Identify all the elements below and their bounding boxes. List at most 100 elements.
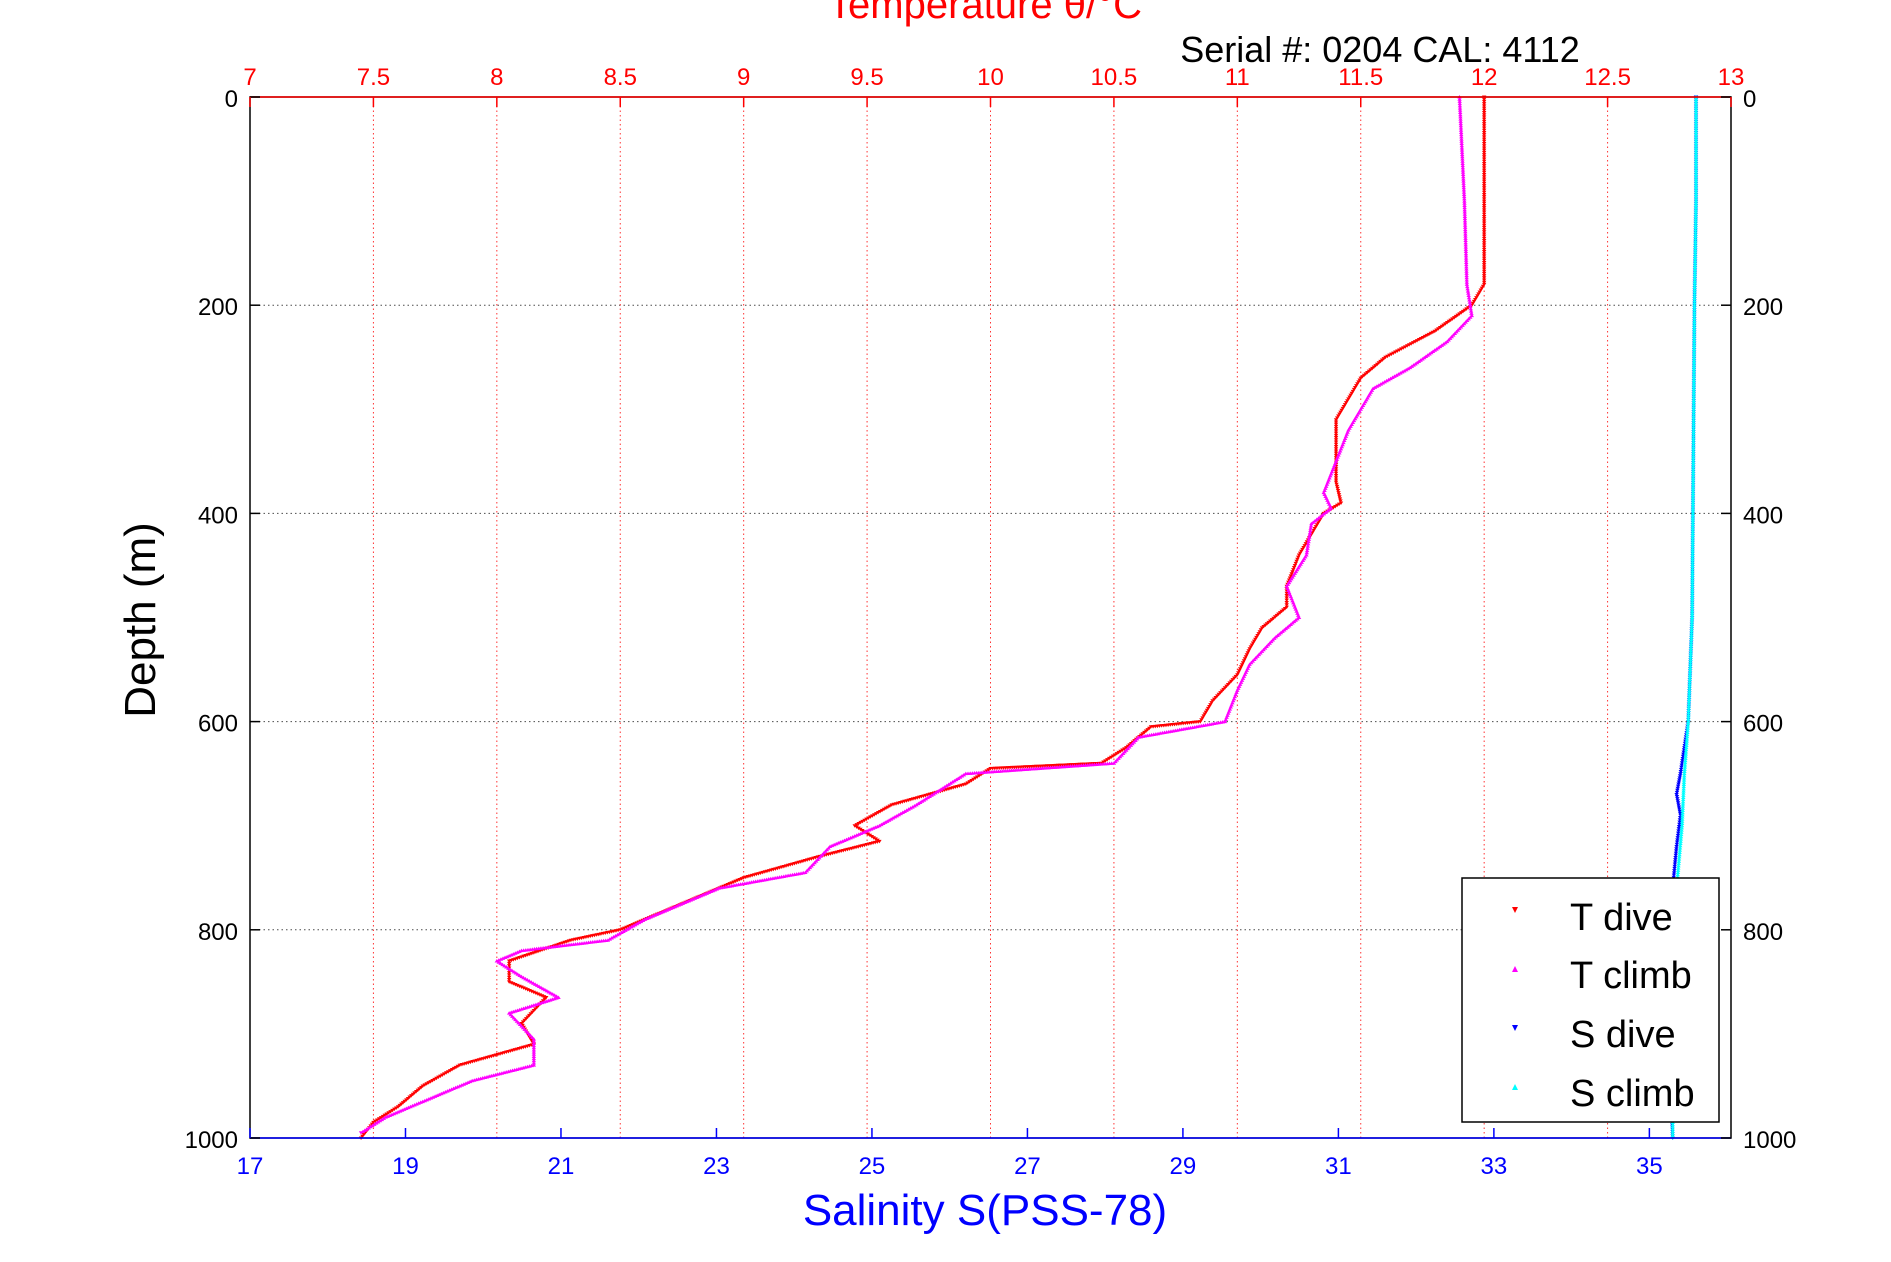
data-point <box>1208 703 1213 707</box>
data-point <box>1691 438 1696 442</box>
data-point <box>1693 150 1699 154</box>
data-point <box>1690 520 1696 524</box>
data-point <box>1690 599 1695 604</box>
data-point <box>1460 152 1465 157</box>
data-point <box>1680 799 1686 804</box>
data-point <box>1672 864 1677 869</box>
data-point <box>1676 863 1681 868</box>
data-point <box>1678 769 1683 774</box>
data-point <box>1690 500 1696 504</box>
data-point <box>1481 278 1487 282</box>
data-point <box>1306 539 1311 544</box>
salinity-tick-label: 23 <box>703 1153 730 1180</box>
data-point <box>1682 773 1687 778</box>
data-point <box>1693 145 1699 150</box>
data-point <box>1693 201 1699 205</box>
depth-tick-label-right: 800 <box>1743 919 1783 946</box>
data-point <box>1200 716 1205 720</box>
data-point <box>1690 480 1696 484</box>
data-point <box>1691 418 1696 422</box>
legend-label-s-climb: S climb <box>1570 1073 1695 1115</box>
data-point <box>1693 114 1699 119</box>
data-point <box>1688 648 1694 653</box>
data-series <box>358 95 1699 1140</box>
data-point <box>1690 495 1696 500</box>
data-point <box>971 777 976 782</box>
data-point <box>867 833 873 838</box>
data-point <box>1467 302 1473 306</box>
data-point <box>1693 227 1698 232</box>
data-point <box>1693 234 1698 239</box>
data-point <box>1673 849 1679 853</box>
data-point <box>1462 207 1467 212</box>
data-point <box>1692 325 1697 329</box>
data-point <box>1672 869 1677 873</box>
data-point <box>1341 404 1347 409</box>
data-point <box>1292 563 1298 568</box>
data-point <box>1463 249 1469 254</box>
data-point <box>1481 212 1487 217</box>
data-point <box>1458 121 1463 126</box>
data-point <box>1693 230 1698 234</box>
data-point <box>1690 529 1695 533</box>
data-point <box>1690 586 1695 591</box>
data-point <box>1481 217 1487 221</box>
data-point <box>870 814 875 818</box>
data-point <box>1677 818 1683 822</box>
data-point <box>434 1076 439 1081</box>
data-point <box>1693 110 1699 115</box>
data-point <box>1691 451 1696 456</box>
data-point <box>1481 239 1487 243</box>
data-point <box>1110 754 1116 759</box>
data-point <box>1693 194 1699 199</box>
data-point <box>1676 782 1681 787</box>
data-point <box>1675 836 1680 840</box>
data-point <box>449 1068 455 1072</box>
data-point <box>1693 106 1699 110</box>
data-point <box>1682 765 1688 769</box>
data-point <box>969 778 974 783</box>
data-point <box>1681 780 1687 784</box>
data-point <box>1691 400 1696 405</box>
data-point <box>1691 365 1697 369</box>
data-point <box>1692 287 1697 292</box>
data-point <box>1458 117 1463 121</box>
data-point <box>856 826 861 831</box>
data-point <box>1690 549 1695 553</box>
data-point <box>1201 714 1206 718</box>
data-point <box>1202 712 1207 717</box>
data-point <box>1691 447 1696 451</box>
data-point <box>1334 416 1340 420</box>
data-point <box>1124 746 1129 750</box>
data-point <box>358 1131 364 1135</box>
data-point <box>426 1081 431 1085</box>
data-point <box>1334 482 1339 487</box>
data-point <box>1256 632 1261 636</box>
data-point <box>1690 511 1696 515</box>
data-point <box>1690 591 1695 595</box>
data-point <box>1693 219 1698 223</box>
data-point <box>1693 188 1699 192</box>
data-point <box>1690 482 1696 487</box>
temperature-tick-label: 12 <box>1471 64 1498 91</box>
data-point <box>1675 801 1681 805</box>
data-point <box>1690 473 1696 478</box>
data-point <box>984 769 989 773</box>
data-point <box>864 817 869 822</box>
data-point <box>1289 572 1294 576</box>
data-point <box>1677 807 1682 812</box>
data-point <box>1692 312 1697 316</box>
data-point <box>1693 99 1699 103</box>
data-point <box>1693 183 1699 188</box>
data-point <box>1680 797 1686 802</box>
data-point <box>1458 128 1464 132</box>
data-point <box>1693 168 1699 172</box>
data-point <box>1312 527 1317 531</box>
data-point <box>1674 795 1680 799</box>
data-point <box>1684 745 1689 750</box>
data-point <box>1481 130 1487 135</box>
data-point <box>1670 1133 1675 1138</box>
data-point <box>1237 669 1242 673</box>
data-point <box>1459 139 1464 143</box>
data-point <box>1679 763 1684 767</box>
